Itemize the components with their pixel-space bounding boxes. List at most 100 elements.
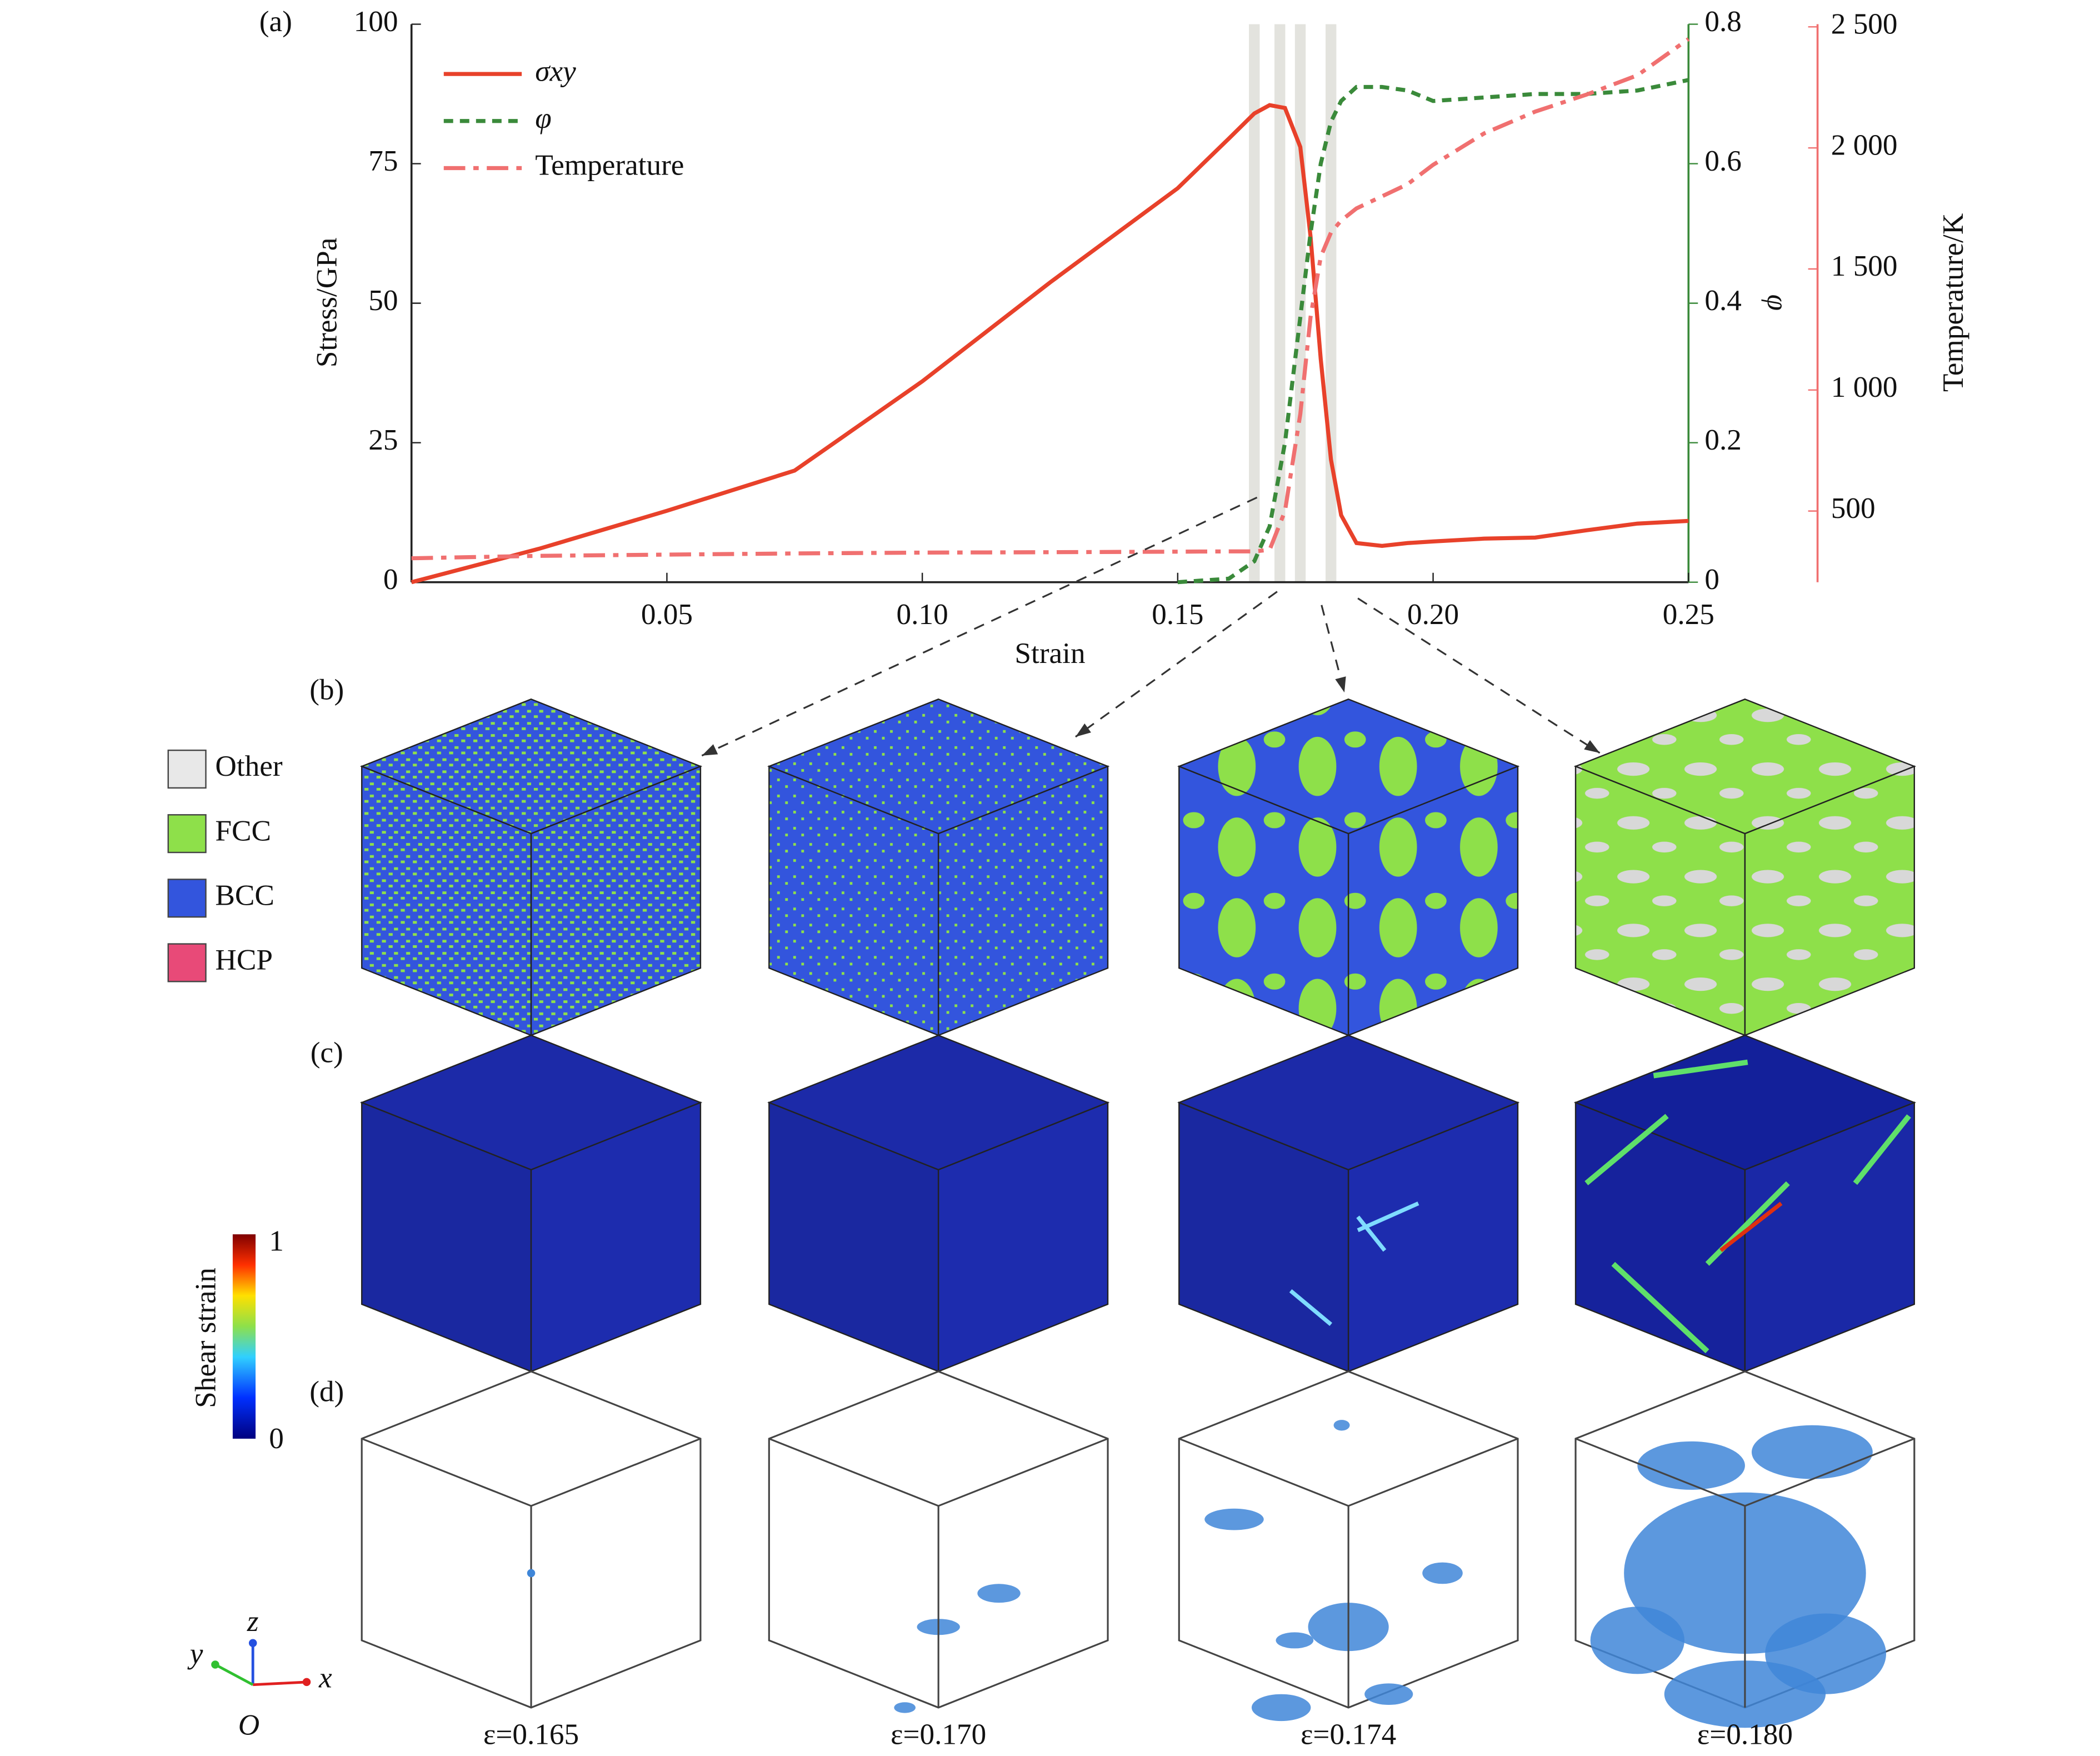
y-axis-title: Stress/GPa — [310, 238, 343, 368]
strain-cluster — [1333, 1420, 1350, 1431]
x-tick-label: 0.20 — [1407, 598, 1459, 631]
y2-tick-label: 0 — [1704, 563, 1719, 596]
arrow-head — [1335, 676, 1346, 693]
colorbar-title: Shear strain — [189, 1268, 222, 1408]
phase-swatch — [167, 814, 207, 854]
y2-tick-label: 0.6 — [1704, 144, 1742, 177]
phase-label: BCC — [215, 879, 274, 912]
arrow-head — [1075, 723, 1091, 737]
strain-cluster — [1637, 1441, 1745, 1490]
snapshot-caption: ε=0.165 — [483, 1718, 579, 1750]
triad-tip — [302, 1678, 311, 1687]
strain-cluster — [977, 1584, 1021, 1603]
series-line — [411, 103, 1689, 585]
y3-tick-label: 2 500 — [1831, 8, 1898, 41]
cube-face — [530, 1101, 702, 1373]
triad-y: y — [187, 1637, 203, 1670]
cube-edge — [1575, 1438, 1915, 1708]
strain-cluster — [1422, 1562, 1463, 1584]
y-tick-label: 25 — [368, 423, 398, 456]
phase-swatch — [167, 879, 207, 918]
strain-cluster — [1276, 1632, 1314, 1649]
colorbar-min: 0 — [269, 1422, 284, 1455]
triad-arrow — [253, 1680, 307, 1687]
pointer-arrow — [1075, 591, 1278, 738]
shear-band — [1289, 1289, 1333, 1326]
series-line — [411, 37, 1690, 561]
phase-swatch — [167, 943, 207, 982]
triad-origin: O — [238, 1708, 259, 1741]
y2-tick-label: 0.2 — [1704, 423, 1742, 456]
panel-label: (c) — [311, 1036, 343, 1069]
y2-tick-label: 0.8 — [1704, 5, 1742, 38]
cube-edge — [768, 1438, 1108, 1708]
y3-tick-label: 2 000 — [1831, 128, 1898, 161]
y3-axis-title: Temperature/K — [1937, 213, 1969, 392]
y3-tick-label: 500 — [1831, 492, 1876, 525]
y2-axis-title: φ — [1761, 295, 1794, 311]
strain-cluster — [1752, 1425, 1873, 1479]
highlight-band — [1326, 24, 1337, 582]
shear-band — [1853, 1114, 1911, 1185]
cube-face — [1744, 765, 1916, 1036]
cube-face — [937, 765, 1109, 1036]
x-axis-title: Strain — [1014, 637, 1085, 670]
phase-label: FCC — [215, 814, 271, 847]
triad-tip — [248, 1639, 257, 1648]
cube-face — [1744, 1101, 1916, 1373]
strain-cluster — [1364, 1683, 1413, 1705]
cube-edge — [361, 1438, 701, 1708]
y-tick-label: 100 — [354, 5, 398, 38]
y3-tick-label: 1 000 — [1831, 371, 1898, 403]
shear-band — [1584, 1114, 1669, 1185]
panel-label: (a) — [259, 5, 292, 38]
y-tick-label: 75 — [368, 144, 398, 177]
cube-edge — [1178, 1438, 1518, 1708]
arrow-head — [702, 744, 718, 756]
pointer-arrow — [1321, 605, 1346, 693]
cube-face — [1347, 765, 1519, 1036]
x-tick-label: 0.10 — [897, 598, 948, 631]
shear-band — [1611, 1261, 1709, 1354]
cube-face — [1347, 1101, 1519, 1373]
pointer-arrow — [701, 496, 1258, 757]
arrow-head — [1584, 740, 1600, 753]
panel-label: (b) — [309, 673, 344, 706]
shear-band — [1719, 1201, 1783, 1253]
legend-label: Temperature — [535, 149, 684, 182]
series-line — [1177, 78, 1689, 585]
shear-band — [1357, 1201, 1419, 1233]
phase-label: Other — [215, 750, 282, 782]
triad-z: z — [247, 1605, 259, 1638]
x-tick-label: 0.15 — [1152, 598, 1203, 631]
strain-cluster — [1251, 1694, 1311, 1722]
strain-cluster — [894, 1702, 916, 1713]
cube-face — [937, 1101, 1109, 1373]
colorbar-max: 1 — [269, 1224, 284, 1257]
y-tick-label: 50 — [368, 284, 398, 317]
shear-band — [1356, 1215, 1387, 1252]
panel-label: (d) — [309, 1375, 344, 1408]
colorbar — [232, 1234, 256, 1439]
triad-tip — [211, 1660, 219, 1669]
y-tick-label: 0 — [383, 563, 398, 596]
legend-label: φ — [535, 102, 551, 134]
triad-arrow — [214, 1663, 254, 1686]
highlight-band — [1249, 24, 1260, 582]
strain-cluster — [1204, 1508, 1264, 1530]
legend-label: σxy — [535, 54, 576, 87]
y2-tick-label: 0.4 — [1704, 284, 1742, 317]
snapshot-caption: ε=0.174 — [1301, 1718, 1396, 1750]
x-tick-label: 0.25 — [1663, 598, 1714, 631]
cube-face — [530, 765, 702, 1036]
highlight-band — [1274, 24, 1286, 582]
phase-label: HCP — [215, 944, 273, 976]
snapshot-caption: ε=0.180 — [1697, 1718, 1793, 1750]
x-tick-label: 0.05 — [641, 598, 693, 631]
triad-x: x — [318, 1662, 332, 1694]
pointer-arrow — [1357, 597, 1601, 754]
snapshot-caption: ε=0.170 — [891, 1718, 986, 1750]
y3-tick-label: 1 500 — [1831, 250, 1898, 282]
strain-cluster — [527, 1569, 536, 1578]
